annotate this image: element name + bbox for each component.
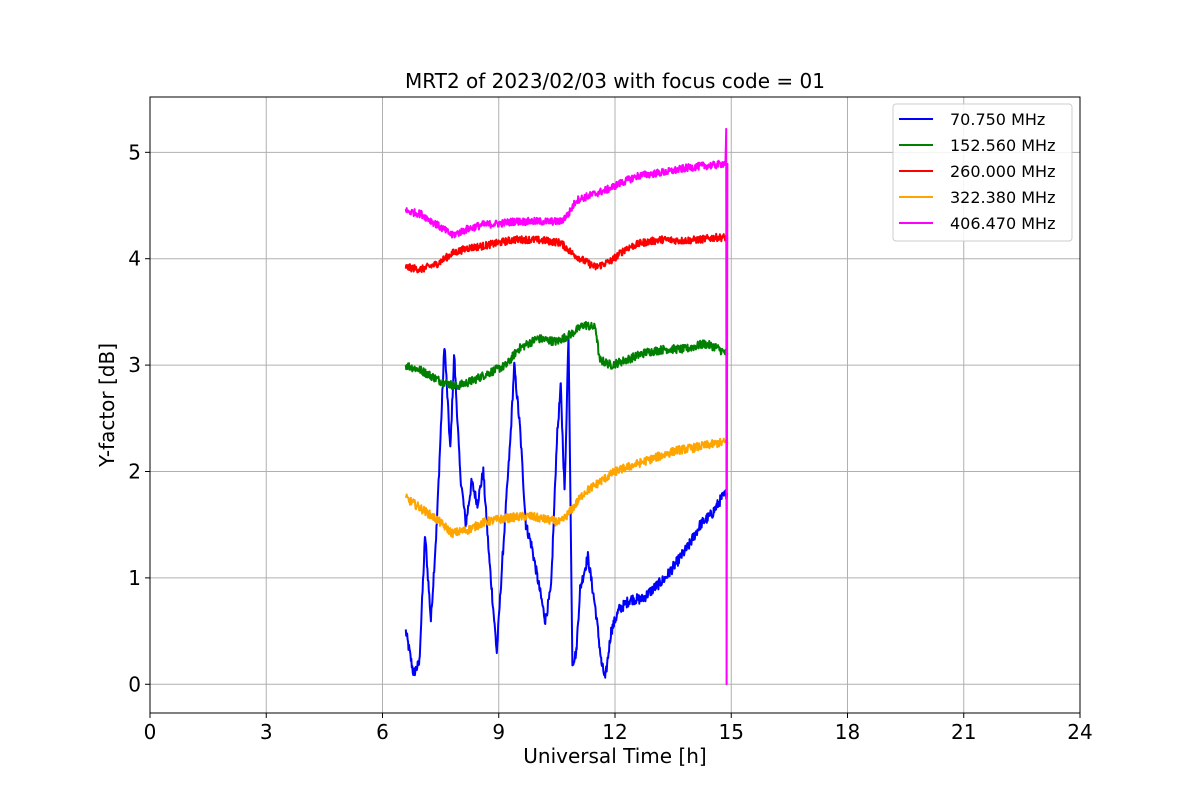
legend-entry: 406.470 MHz (950, 214, 1055, 233)
y-tick-label: 0 (128, 672, 141, 696)
legend-box (892, 103, 1073, 242)
x-tick-label: 24 (1067, 720, 1092, 744)
series-line-2 (404, 232, 729, 274)
legend-entry: 152.560 MHz (950, 136, 1055, 155)
x-tick-label: 12 (602, 720, 627, 744)
y-tick-label: 3 (128, 353, 141, 377)
chart-title: MRT2 of 2023/02/03 with focus code = 01 (405, 69, 825, 93)
series-line-1 (404, 320, 729, 391)
x-tick-label: 0 (144, 720, 157, 744)
series-line-3 (404, 437, 729, 539)
x-tick-label: 6 (376, 720, 389, 744)
series-line-4 (404, 127, 729, 686)
data-series (404, 127, 729, 686)
y-tick-label: 5 (128, 140, 141, 164)
x-tick-label: 15 (719, 720, 744, 744)
x-tick-label: 18 (835, 720, 860, 744)
legend: 70.750 MHz 152.560 MHz 260.000 MHz 322.380 … (892, 103, 1073, 242)
plot-border (149, 96, 1081, 714)
y-tick-label: 4 (128, 247, 141, 271)
y-tick-label: 2 (128, 459, 141, 483)
x-tick-label: 9 (492, 720, 505, 744)
x-axis-label: Universal Time [h] (523, 744, 706, 768)
legend-entry: 260.000 MHz (950, 162, 1055, 181)
x-tick-label: 21 (951, 720, 976, 744)
legend-entry: 322.380 MHz (950, 188, 1055, 207)
y-tick-label: 1 (128, 566, 141, 590)
legend-entry: 70.750 MHz (950, 110, 1045, 129)
y-axis-label: Y-factor [dB] (95, 343, 119, 468)
series-line-0 (404, 332, 729, 679)
x-tick-label: 3 (260, 720, 273, 744)
